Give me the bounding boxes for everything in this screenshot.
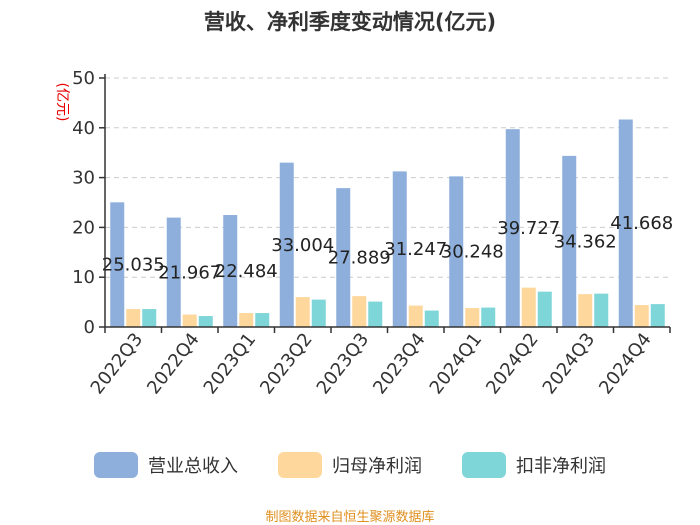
bar-0-2024Q4 bbox=[618, 119, 633, 327]
y-tick-label: 20 bbox=[72, 217, 95, 238]
bar-2-2023Q4 bbox=[424, 310, 439, 327]
data-label-revenue: 27.889 bbox=[328, 248, 391, 269]
bar-2-2023Q3 bbox=[368, 301, 383, 327]
y-tick-label: 50 bbox=[72, 68, 95, 89]
data-label-revenue: 21.967 bbox=[158, 262, 221, 283]
data-label-revenue: 30.248 bbox=[441, 242, 504, 263]
x-tick-label: 2023Q4 bbox=[369, 329, 430, 398]
bar-1-2023Q2 bbox=[295, 297, 310, 327]
bar-1-2023Q1 bbox=[239, 313, 254, 327]
x-tick-label: 2024Q2 bbox=[482, 329, 543, 398]
bar-2-2023Q1 bbox=[255, 313, 270, 327]
bar-1-2022Q4 bbox=[182, 314, 197, 327]
bar-0-2023Q3 bbox=[336, 188, 351, 327]
bar-0-2023Q2 bbox=[279, 162, 294, 327]
y-axis-label: (亿元) bbox=[54, 83, 70, 122]
y-tick-label: 10 bbox=[72, 267, 95, 288]
legend-item[interactable]: 扣非净利润 bbox=[462, 452, 606, 478]
x-tick-label: 2024Q3 bbox=[539, 329, 600, 398]
legend-label: 归母净利润 bbox=[332, 456, 422, 477]
chart-title: 营收、净利季度变动情况(亿元) bbox=[203, 10, 497, 34]
bar-2-2024Q2 bbox=[537, 291, 552, 327]
data-label-revenue: 41.668 bbox=[610, 213, 673, 234]
bar-0-2024Q2 bbox=[505, 129, 520, 327]
source-note: 制图数据来自恒生聚源数据库 bbox=[265, 510, 435, 525]
bar-1-2023Q4 bbox=[408, 305, 423, 327]
bar-0-2024Q1 bbox=[449, 176, 464, 327]
bar-0-2022Q3 bbox=[110, 202, 125, 327]
y-tick-label: 0 bbox=[84, 317, 95, 338]
data-label-revenue: 22.484 bbox=[215, 261, 278, 282]
x-tick-label: 2023Q2 bbox=[256, 329, 317, 398]
x-tick-label: 2024Q4 bbox=[595, 329, 656, 398]
data-label-revenue: 39.727 bbox=[497, 218, 560, 239]
bar-1-2024Q3 bbox=[578, 294, 593, 327]
legend-swatch bbox=[94, 452, 138, 478]
legend-item[interactable]: 营业总收入 bbox=[94, 452, 238, 478]
bar-2-2022Q4 bbox=[198, 316, 213, 327]
bar-1-2024Q2 bbox=[521, 287, 536, 327]
bar-2-2023Q2 bbox=[311, 299, 326, 327]
bar-1-2024Q4 bbox=[634, 305, 649, 327]
legend: 营业总收入 归母净利润 扣非净利润 bbox=[0, 452, 700, 478]
legend-item[interactable]: 归母净利润 bbox=[278, 452, 422, 478]
bar-1-2022Q3 bbox=[126, 309, 141, 327]
bar-0-2024Q3 bbox=[562, 155, 577, 327]
bars bbox=[110, 119, 665, 327]
legend-swatch bbox=[462, 452, 506, 478]
data-label-revenue: 25.035 bbox=[102, 255, 165, 276]
bar-2-2024Q4 bbox=[650, 304, 665, 327]
bar-2-2024Q3 bbox=[594, 293, 609, 327]
x-tick-label: 2022Q3 bbox=[87, 329, 148, 398]
y-tick-label: 40 bbox=[72, 118, 95, 139]
bar-1-2024Q1 bbox=[465, 308, 480, 327]
bar-1-2023Q3 bbox=[352, 296, 367, 327]
bar-0-2023Q1 bbox=[223, 215, 238, 327]
data-label-revenue: 31.247 bbox=[384, 239, 447, 260]
x-tick-label: 2023Q1 bbox=[200, 329, 261, 398]
y-tick-label: 30 bbox=[72, 168, 95, 189]
data-label-revenue: 34.362 bbox=[554, 231, 617, 252]
x-tick-label: 2022Q4 bbox=[143, 329, 204, 398]
bar-2-2024Q1 bbox=[481, 307, 496, 327]
legend-swatch bbox=[278, 452, 322, 478]
bar-2-2022Q3 bbox=[142, 309, 157, 327]
bar-0-2023Q4 bbox=[392, 171, 407, 327]
x-tick-label: 2023Q3 bbox=[313, 329, 374, 398]
legend-label: 营业总收入 bbox=[148, 456, 238, 477]
x-tick-label: 2024Q1 bbox=[426, 329, 487, 398]
bar-0-2022Q4 bbox=[166, 217, 181, 327]
legend-label: 扣非净利润 bbox=[516, 456, 606, 477]
data-label-revenue: 33.004 bbox=[271, 235, 334, 256]
